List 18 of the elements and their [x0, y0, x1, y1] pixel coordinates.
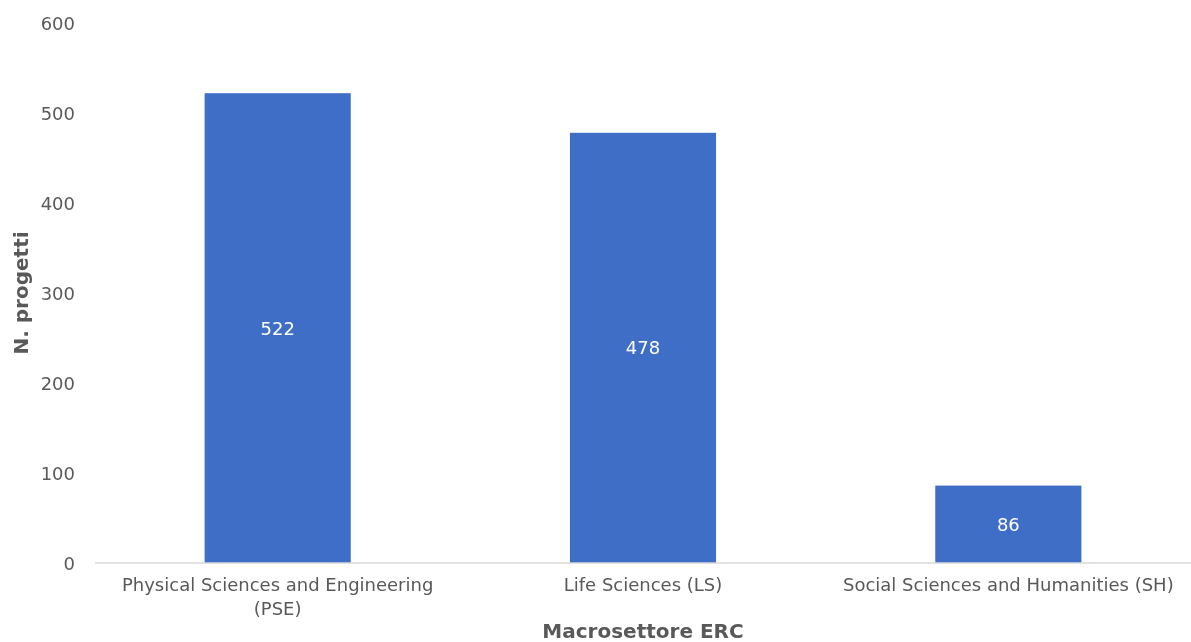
data-label: 478	[625, 337, 661, 359]
y-tick-label: 100	[40, 462, 75, 484]
y-tick-label: 500	[40, 102, 75, 124]
data-label: 522	[260, 317, 295, 339]
bar	[935, 485, 1082, 563]
y-tick-label: 300	[40, 282, 75, 304]
bar	[569, 132, 717, 563]
y-tick-label: 400	[40, 192, 75, 214]
x-tick-label: Social Sciences and Humanities (SH)	[842, 574, 1174, 595]
y-tick-label: 0	[63, 552, 75, 574]
y-axis-title: N. progetti	[9, 231, 33, 355]
y-tick-label: 200	[40, 372, 75, 394]
x-tick-label: Physical Sciences and Engineering (PSE)	[121, 574, 434, 619]
bar	[204, 93, 351, 563]
data-label: 86	[996, 513, 1020, 535]
y-tick-label: 600	[40, 12, 75, 34]
x-tick-label: Life Sciences (LS)	[563, 574, 723, 595]
x-axis-title: Macrosettore ERC	[542, 619, 744, 642]
